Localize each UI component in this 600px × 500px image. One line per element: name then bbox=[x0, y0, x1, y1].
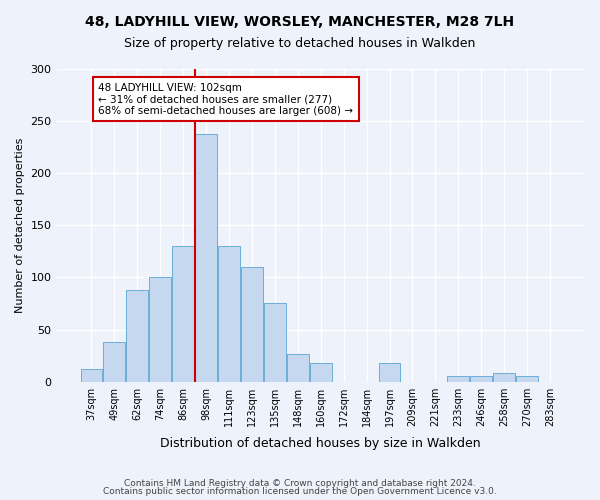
Bar bbox=[172, 246, 194, 382]
Bar bbox=[379, 363, 400, 382]
Bar bbox=[516, 376, 538, 382]
Bar bbox=[195, 134, 217, 382]
Y-axis label: Number of detached properties: Number of detached properties bbox=[15, 138, 25, 313]
Bar bbox=[493, 374, 515, 382]
Bar bbox=[80, 369, 103, 382]
Bar bbox=[448, 376, 469, 382]
Text: Contains public sector information licensed under the Open Government Licence v3: Contains public sector information licen… bbox=[103, 487, 497, 496]
Text: 48, LADYHILL VIEW, WORSLEY, MANCHESTER, M28 7LH: 48, LADYHILL VIEW, WORSLEY, MANCHESTER, … bbox=[85, 15, 515, 29]
Bar bbox=[264, 304, 286, 382]
Bar bbox=[241, 267, 263, 382]
Bar bbox=[287, 354, 309, 382]
Text: 48 LADYHILL VIEW: 102sqm
← 31% of detached houses are smaller (277)
68% of semi-: 48 LADYHILL VIEW: 102sqm ← 31% of detach… bbox=[98, 82, 353, 116]
Text: Size of property relative to detached houses in Walkden: Size of property relative to detached ho… bbox=[124, 38, 476, 51]
Bar bbox=[310, 363, 332, 382]
Bar bbox=[218, 246, 240, 382]
Bar bbox=[127, 290, 148, 382]
Bar bbox=[103, 342, 125, 382]
Bar bbox=[149, 278, 171, 382]
Text: Contains HM Land Registry data © Crown copyright and database right 2024.: Contains HM Land Registry data © Crown c… bbox=[124, 478, 476, 488]
Bar bbox=[470, 376, 492, 382]
X-axis label: Distribution of detached houses by size in Walkden: Distribution of detached houses by size … bbox=[160, 437, 481, 450]
